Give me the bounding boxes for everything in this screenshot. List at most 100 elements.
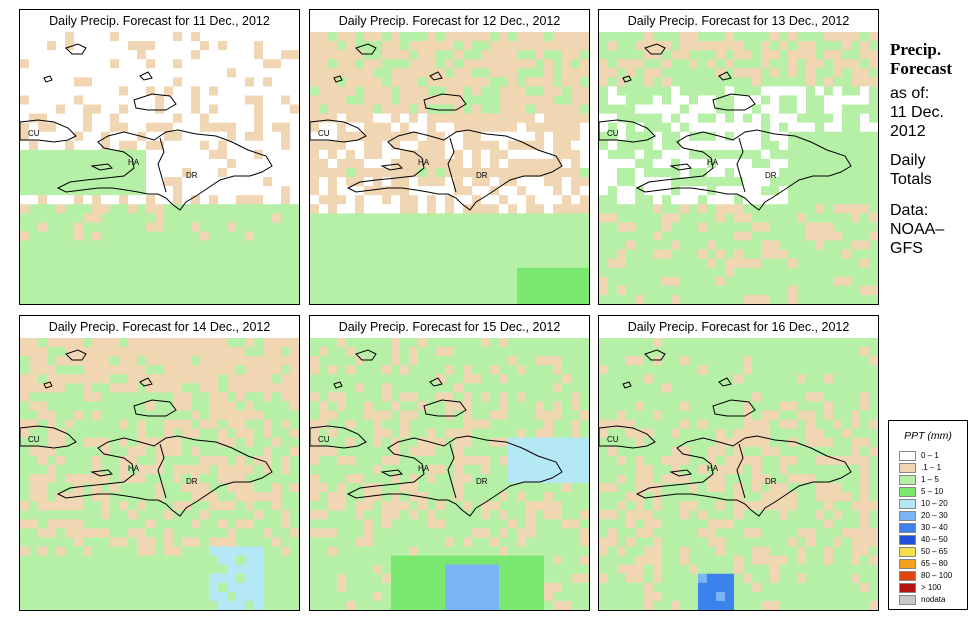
precip-cell (218, 600, 228, 610)
precip-cell (92, 428, 102, 439)
precip-cell (869, 285, 878, 296)
precip-cell (101, 240, 111, 250)
precip-cell (526, 392, 536, 402)
precip-cell (427, 383, 437, 393)
precip-cell (328, 222, 338, 232)
precip-cell (418, 267, 428, 278)
precip-cell (400, 510, 410, 520)
precip-cell (454, 519, 464, 529)
precip-cell (716, 392, 726, 402)
bahamas-outline (65, 349, 87, 361)
precip-cell (815, 158, 825, 169)
precip-cell (544, 464, 554, 475)
precip-cell (245, 582, 255, 593)
precip-cell (74, 213, 84, 223)
precip-cell (101, 519, 111, 529)
precip-cell (635, 213, 645, 223)
precip-cell (662, 365, 672, 375)
precip-cell (490, 249, 500, 260)
precip-cell (272, 213, 282, 223)
precip-cell (146, 240, 156, 250)
precip-cell (662, 168, 672, 178)
precip-cell (191, 519, 201, 529)
precip-cell (128, 347, 138, 357)
precip-cell (626, 95, 636, 105)
precip-cell (743, 401, 753, 411)
precip-cell (580, 158, 589, 169)
precip-cell (146, 347, 156, 357)
precip-cell (427, 68, 437, 78)
precip-cell (698, 122, 708, 133)
precip-cell (373, 591, 383, 602)
precip-cell (173, 249, 183, 260)
precip-cell (364, 419, 374, 430)
precip-cell (463, 519, 473, 529)
precip-cell (526, 113, 536, 124)
precip-cell (698, 59, 708, 69)
precip-cell (463, 231, 473, 241)
precip-cell (328, 140, 338, 151)
precip-cell (662, 267, 672, 278)
precip-cell (218, 249, 228, 260)
precip-cell (346, 86, 356, 96)
precip-cell (200, 555, 210, 566)
precip-cell (427, 573, 437, 584)
precip-cell (38, 383, 48, 393)
precip-cell (92, 122, 102, 133)
precip-cell (644, 195, 654, 205)
precip-cell (779, 186, 789, 196)
precip-cell (128, 528, 138, 538)
precip-cell (635, 41, 645, 51)
precip-cell (761, 41, 771, 51)
precip-cell (662, 140, 672, 151)
precip-cell (580, 555, 589, 566)
precip-cell (74, 140, 84, 151)
precip-cell (680, 249, 690, 260)
precip-cell (761, 401, 771, 411)
precip-cell (290, 374, 299, 384)
precip-cell (110, 519, 120, 529)
precip-cell (698, 68, 708, 78)
precip-cell (290, 59, 299, 69)
precip-cell (851, 95, 861, 105)
precip-cell (310, 177, 320, 187)
precip-cell (272, 68, 282, 78)
precip-cell (227, 258, 237, 269)
precip-cell (409, 186, 419, 196)
precip-cell (851, 383, 861, 393)
precip-cell (463, 546, 473, 556)
precip-cell (580, 104, 589, 114)
precip-cell (824, 267, 834, 278)
precip-cell (65, 437, 75, 448)
precip-cell (328, 50, 338, 60)
precip-cell (373, 338, 383, 348)
precip-cell (373, 528, 383, 538)
precip-cell (382, 213, 392, 223)
precip-cell (29, 600, 39, 610)
precip-cell (671, 347, 681, 357)
precip-cell (797, 32, 807, 42)
precip-cell (562, 113, 572, 124)
precip-cell (653, 50, 663, 60)
precip-cell (182, 32, 192, 42)
precip-cell (346, 240, 356, 250)
precip-cell (245, 510, 255, 520)
precip-cell (128, 582, 138, 593)
precip-cell (535, 573, 545, 584)
precip-cell (779, 249, 789, 260)
precip-cell (716, 204, 726, 214)
precip-cell (779, 213, 789, 223)
precip-cell (47, 401, 57, 411)
precip-cell (236, 177, 246, 187)
precip-cell (83, 168, 93, 178)
precip-cell (173, 294, 183, 304)
precip-cell (869, 356, 878, 366)
precip-cell (472, 519, 482, 529)
precip-cell (680, 113, 690, 124)
precip-cell (155, 285, 165, 296)
precip-cell (617, 186, 627, 196)
precip-cell (328, 258, 338, 269)
precip-cell (562, 104, 572, 114)
precip-cell (400, 455, 410, 466)
precip-cell (38, 528, 48, 538)
